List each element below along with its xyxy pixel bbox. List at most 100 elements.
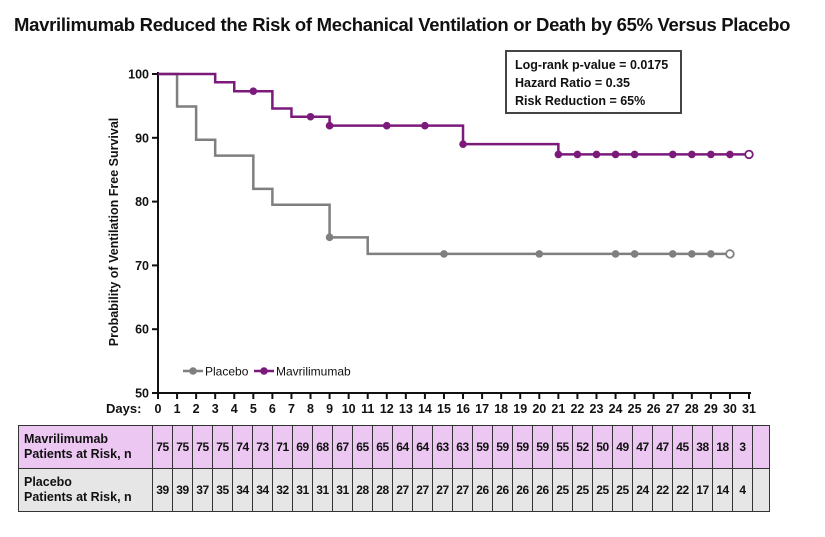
placebo-censor-marker <box>440 250 448 258</box>
placebo-censor-marker <box>688 250 696 258</box>
placebo-censor-marker <box>725 249 735 259</box>
x-tick-label: 9 <box>326 402 333 416</box>
y-tick-label: 70 <box>135 259 149 273</box>
placebo-censor-marker <box>707 250 715 258</box>
mavrilimumab-censor-marker <box>382 121 391 130</box>
x-tick-label: 13 <box>399 402 413 416</box>
y-tick-label: 80 <box>135 195 149 209</box>
placebo-count-day-17: 26 <box>472 468 493 512</box>
mav-row-label: Mavrilimumab Patients at Risk, n <box>18 425 153 469</box>
mav-count-day-3: 75 <box>192 425 213 469</box>
mavrilimumab-survival-line <box>158 72 749 156</box>
x-tick-label: 7 <box>288 402 295 416</box>
placebo-count-day-23: 25 <box>592 468 613 512</box>
y-tick-label: 100 <box>128 68 149 82</box>
placebo-count-day-22: 25 <box>572 468 593 512</box>
mavrilimumab-censor-marker <box>592 150 601 159</box>
x-tick-label: 23 <box>590 402 604 416</box>
mavrilimumab-censor-marker <box>611 150 620 159</box>
mav-count-day-27: 45 <box>672 425 693 469</box>
plot-area <box>158 72 754 259</box>
mavrilimumab-censor-marker <box>459 140 467 148</box>
mavrilimumab-censor-marker <box>325 121 334 130</box>
mav-count-day-25: 47 <box>632 425 653 469</box>
x-axis-label: Days: <box>106 401 141 416</box>
placebo-count-day-2: 39 <box>172 468 193 512</box>
placebo-count-day-14: 27 <box>412 468 433 512</box>
mavrilimumab-censor-marker <box>249 87 258 96</box>
x-tick-label: 29 <box>704 402 718 416</box>
placebo-count-day-16: 27 <box>452 468 473 512</box>
mav-label-line2: Patients at Risk, n <box>24 447 132 461</box>
placebo-count-day-27: 22 <box>672 468 693 512</box>
placebo-count-day-13: 27 <box>392 468 413 512</box>
y-tick-label: 60 <box>135 323 149 337</box>
placebo-count-day-4: 35 <box>212 468 233 512</box>
placebo-count-day-24: 25 <box>612 468 633 512</box>
chart-title: Mavrilimumab Reduced the Risk of Mechani… <box>14 14 791 35</box>
placebo-label-line1: Placebo <box>24 475 72 489</box>
placebo-label-line2: Patients at Risk, n <box>24 490 132 504</box>
x-tick-label: 30 <box>723 402 737 416</box>
mavrilimumab-censor-marker <box>668 150 677 159</box>
x-tick-label: 3 <box>212 402 219 416</box>
y-tick-label: 90 <box>135 131 149 145</box>
placebo-censor-marker <box>325 233 334 242</box>
mav-count-day-23: 50 <box>592 425 613 469</box>
placebo-count-day-10: 31 <box>332 468 353 512</box>
mav-count-empty <box>752 425 770 469</box>
placebo-count-day-8: 31 <box>292 468 313 512</box>
placebo-count-day-3: 37 <box>192 468 213 512</box>
x-tick-label: 24 <box>609 402 623 416</box>
mav-count-day-5: 74 <box>232 425 253 469</box>
placebo-censor-marker <box>630 250 639 258</box>
mavrilimumab-censor-marker <box>554 150 563 159</box>
km-chart: Probability of Ventilation Free Survival… <box>106 68 756 417</box>
mav-count-day-26: 47 <box>652 425 673 469</box>
x-tick-label: 26 <box>647 402 661 416</box>
y-axis-label: Probability of Ventilation Free Survival <box>107 118 121 347</box>
legend-placebo-marker <box>189 367 197 375</box>
x-tick-label: 0 <box>155 402 162 416</box>
x-tick-label: 20 <box>532 402 546 416</box>
placebo-censor-marker <box>535 250 544 258</box>
mavrilimumab-censor-marker <box>688 150 696 159</box>
placebo-count-day-5: 34 <box>232 468 253 512</box>
mav-count-day-12: 65 <box>372 425 393 469</box>
x-tick-label: 8 <box>307 402 314 416</box>
y-tick-label: 50 <box>135 387 149 401</box>
stats-hazard-ratio: Hazard Ratio = 0.35 <box>515 76 630 90</box>
placebo-count-day-12: 28 <box>372 468 393 512</box>
x-tick-label: 21 <box>551 402 565 416</box>
x-tick-label: 19 <box>513 402 527 416</box>
placebo-count-day-29: 14 <box>712 468 733 512</box>
x-tick-label: 22 <box>570 402 584 416</box>
placebo-count-day-25: 24 <box>632 468 653 512</box>
stats-risk-reduction: Risk Reduction = 65% <box>515 94 646 108</box>
placebo-count-day-9: 31 <box>312 468 333 512</box>
mav-count-day-1: 75 <box>152 425 173 469</box>
mav-count-day-19: 59 <box>512 425 533 469</box>
x-tick-label: 18 <box>494 402 508 416</box>
risk-table: Mavrilimumab Patients at Risk, n 75 75 75 7… <box>18 425 770 512</box>
mav-count-day-15: 63 <box>432 425 453 469</box>
legend-placebo-label: Placebo <box>205 365 249 379</box>
mav-count-day-28: 38 <box>692 425 713 469</box>
placebo-count-empty <box>752 468 770 512</box>
mav-count-day-2: 75 <box>172 425 193 469</box>
mav-count-day-14: 64 <box>412 425 433 469</box>
mavrilimumab-end-marker <box>744 149 754 160</box>
placebo-count-day-19: 26 <box>512 468 533 512</box>
placebo-count-day-1: 39 <box>152 468 173 512</box>
mav-count-day-29: 18 <box>712 425 733 469</box>
mav-label-line1: Mavrilimumab <box>24 432 109 446</box>
placebo-count-day-20: 26 <box>532 468 553 512</box>
placebo-survival-line <box>158 72 730 256</box>
stats-box: Log-rank p-value = 0.0175 Hazard Ratio =… <box>505 50 682 114</box>
placebo-count-day-6: 34 <box>252 468 273 512</box>
mav-count-day-6: 73 <box>252 425 273 469</box>
x-tick-label: 27 <box>666 402 680 416</box>
x-tick-label: 16 <box>456 402 470 416</box>
legend-mav-label: Mavrilimumab <box>276 365 351 379</box>
